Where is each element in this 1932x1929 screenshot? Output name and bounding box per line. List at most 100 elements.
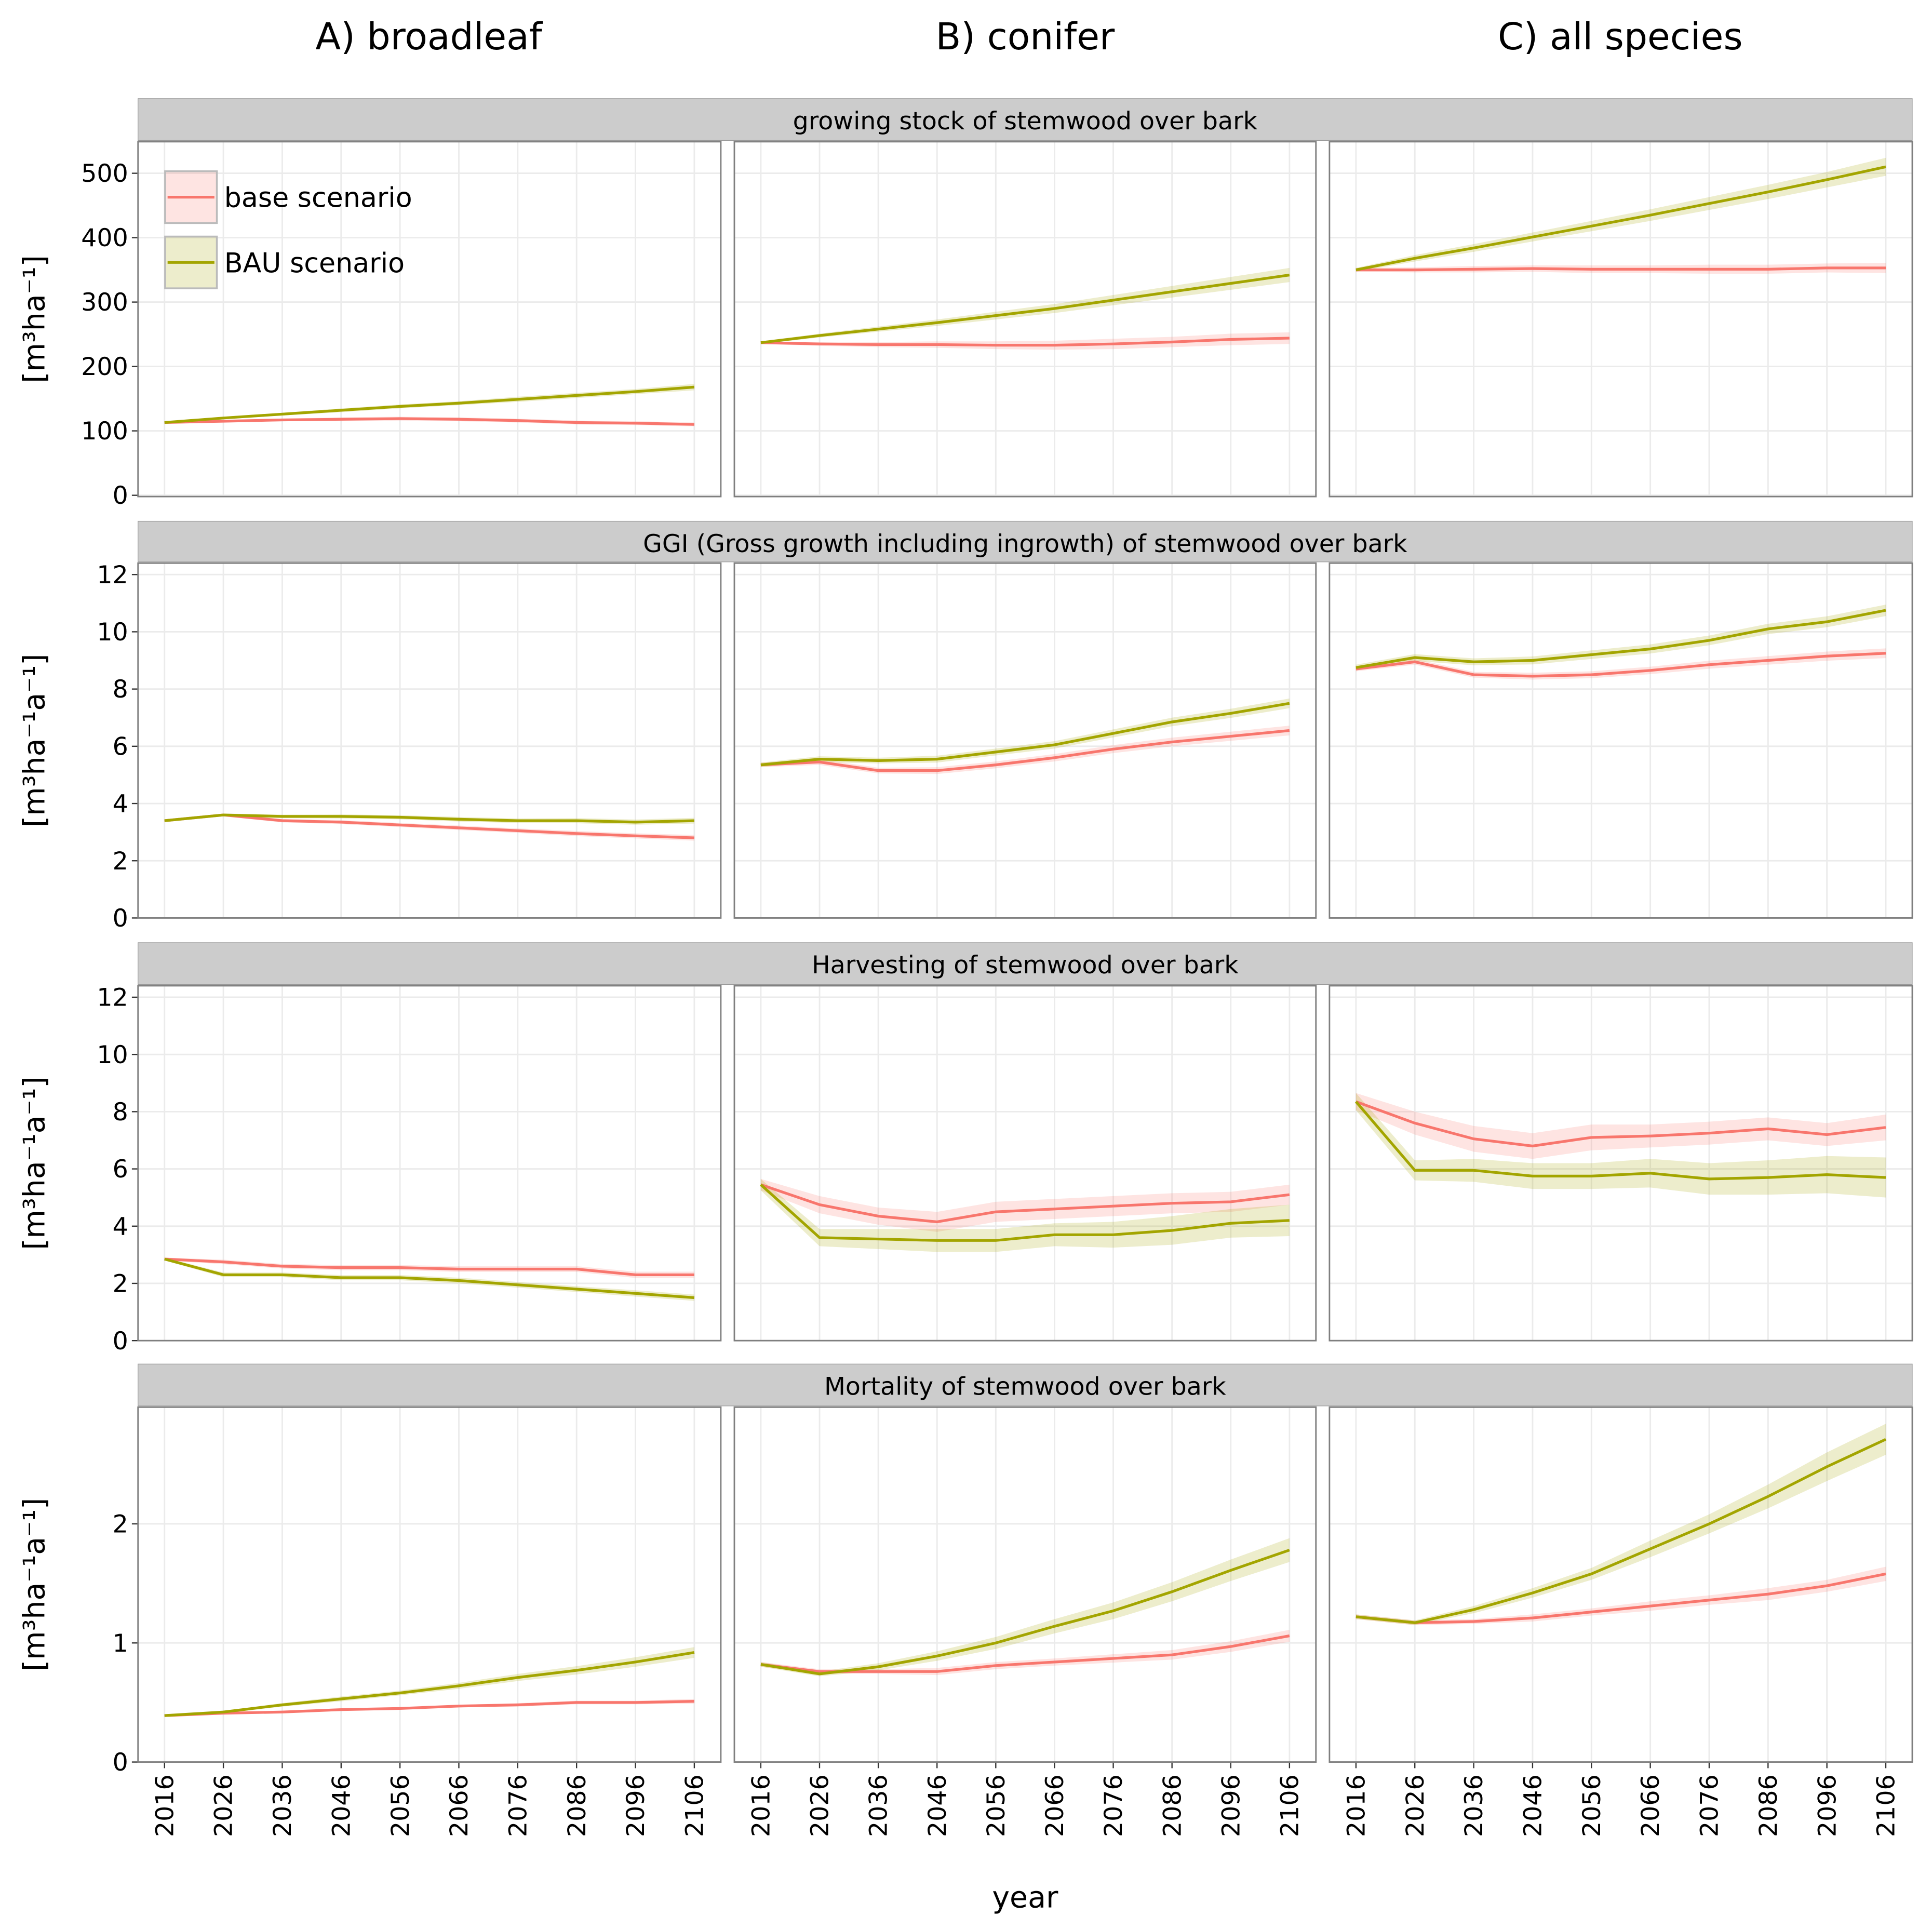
x-tick-label: 2096 [1217, 1774, 1245, 1837]
y-tick-label: 100 [81, 417, 128, 446]
x-tick-label: 2046 [1519, 1774, 1548, 1837]
y-tick-label: 2 [113, 847, 128, 876]
confidence-band [760, 1178, 1290, 1252]
series-line [760, 729, 1290, 772]
panel [734, 563, 1316, 918]
series-line [760, 1548, 1290, 1676]
x-tick-label: 2056 [386, 1774, 415, 1837]
series-line [1356, 266, 1886, 272]
x-tick-label: 2046 [923, 1774, 952, 1837]
strip-label: GGI (Gross growth including ingrowth) of… [643, 530, 1407, 558]
column-title: B) conifer [935, 15, 1115, 58]
series-line [164, 417, 694, 426]
x-tick-label: 2036 [269, 1774, 297, 1837]
y-tick-label: 6 [113, 732, 128, 761]
x-tick-label: 2076 [1696, 1774, 1724, 1837]
panel-border [733, 141, 1317, 498]
legend-label: base scenario [224, 183, 412, 214]
y-axis-title: [m³ha⁻¹a⁻¹] [17, 1498, 51, 1671]
series-line [164, 1257, 695, 1300]
panel-border [1329, 985, 1913, 1342]
series-line [1356, 1438, 1887, 1624]
panel [138, 1407, 721, 1762]
series-line [164, 1699, 694, 1717]
panel-border [137, 562, 722, 919]
panel-border [137, 985, 722, 1342]
x-tick-label: 2076 [1099, 1774, 1128, 1837]
y-tick-label: 0 [113, 481, 128, 510]
legend-label: BAU scenario [224, 248, 405, 279]
panel-border [137, 1406, 722, 1763]
confidence-band [1356, 157, 1886, 272]
x-axis-title: year [992, 1880, 1058, 1914]
y-tick-label: 200 [81, 353, 128, 381]
y-tick-label: 4 [113, 790, 128, 819]
column-title: C) all species [1498, 15, 1743, 58]
strip-label: Harvesting of stemwood over bark [812, 951, 1239, 980]
series-line [760, 1183, 1290, 1242]
strip [138, 1363, 1913, 1406]
x-tick-label: 2026 [806, 1774, 835, 1837]
series-line [1356, 652, 1886, 678]
panel-border [137, 141, 722, 498]
strip [138, 98, 1913, 141]
y-axis-title: [m³ha⁻¹] [17, 255, 51, 383]
y-tick-label: 0 [113, 904, 128, 933]
panel [138, 563, 721, 918]
y-tick-label: 10 [97, 618, 128, 647]
panel [138, 141, 721, 497]
x-tick-label: 2016 [747, 1774, 775, 1837]
x-tick-label: 2086 [1158, 1774, 1187, 1837]
series-line [1354, 1101, 1886, 1181]
panel [734, 1407, 1316, 1762]
y-axis-title: [m³ha⁻¹a⁻¹] [17, 654, 51, 827]
column-title: A) broadleaf [315, 15, 543, 58]
x-tick-label: 2076 [504, 1774, 532, 1837]
panel [1329, 1407, 1913, 1762]
y-tick-label: 2 [113, 1270, 128, 1298]
confidence-band [1356, 1566, 1886, 1625]
series-line [1356, 609, 1886, 669]
confidence-band [760, 726, 1290, 774]
panel [1329, 563, 1913, 918]
panel-border [1329, 1406, 1913, 1763]
x-tick-label: 2016 [151, 1774, 179, 1837]
x-tick-label: 2066 [1636, 1774, 1665, 1837]
series-line [1355, 1100, 1886, 1148]
panel-border [733, 1406, 1317, 1763]
y-tick-label: 0 [113, 1327, 128, 1356]
y-tick-label: 500 [81, 159, 128, 188]
panel-border [733, 985, 1317, 1342]
series-line [1356, 1572, 1886, 1624]
x-tick-label: 2106 [1872, 1774, 1901, 1837]
panel [734, 985, 1316, 1341]
y-tick-label: 8 [113, 675, 128, 704]
panel [1329, 141, 1913, 497]
x-tick-label: 2036 [1460, 1774, 1488, 1837]
y-tick-label: 1 [113, 1629, 128, 1658]
x-tick-label: 2106 [1276, 1774, 1304, 1837]
x-tick-label: 2096 [622, 1774, 650, 1837]
y-tick-label: 12 [97, 984, 128, 1012]
x-tick-label: 2036 [865, 1774, 893, 1837]
x-tick-label: 2056 [982, 1774, 1011, 1837]
confidence-band [1356, 1093, 1886, 1159]
y-tick-label: 6 [113, 1155, 128, 1184]
panel [1329, 985, 1913, 1341]
x-tick-label: 2066 [1041, 1774, 1069, 1837]
series-line [164, 385, 695, 424]
x-tick-label: 2016 [1342, 1774, 1371, 1837]
series-line [760, 1183, 1290, 1224]
y-tick-label: 12 [97, 561, 128, 590]
series-line [164, 813, 694, 824]
y-tick-label: 400 [81, 224, 128, 252]
y-tick-label: 4 [113, 1212, 128, 1241]
series-line [760, 273, 1290, 344]
panel-border [733, 562, 1317, 919]
x-tick-label: 2096 [1813, 1774, 1842, 1837]
strip-label: growing stock of stemwood over bark [793, 107, 1258, 136]
panel [734, 141, 1316, 497]
series-line [164, 813, 694, 839]
